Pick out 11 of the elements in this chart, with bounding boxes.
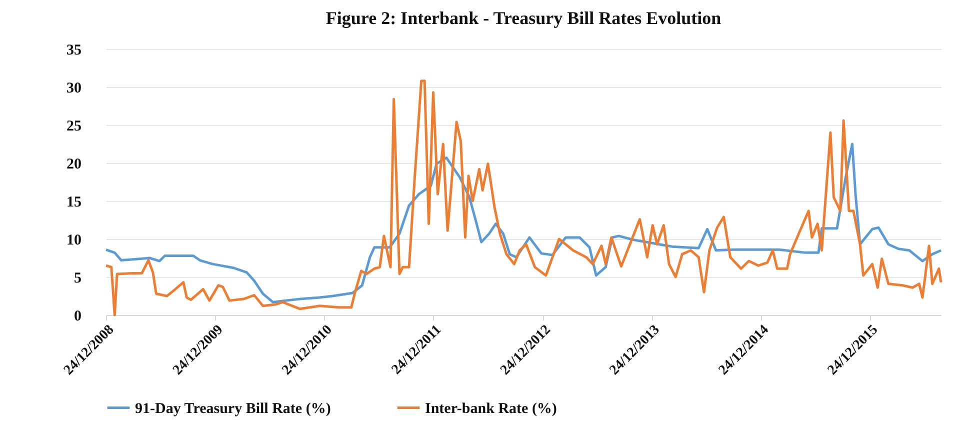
legend-label: 91-Day Treasury Bill Rate (%) [135, 400, 331, 417]
y-tick-label: 35 [66, 42, 82, 58]
y-tick-label: 0 [74, 308, 82, 324]
y-tick-label: 10 [66, 232, 82, 248]
legend-label: Inter-bank Rate (%) [425, 400, 557, 417]
y-tick-label: 25 [66, 118, 82, 134]
chart-title: Figure 2: Interbank - Treasury Bill Rates Evolution [326, 8, 722, 28]
y-tick-label: 20 [66, 156, 82, 172]
y-tick-label: 30 [66, 80, 82, 96]
y-tick-label: 15 [66, 194, 82, 210]
y-tick-label: 5 [74, 270, 82, 286]
